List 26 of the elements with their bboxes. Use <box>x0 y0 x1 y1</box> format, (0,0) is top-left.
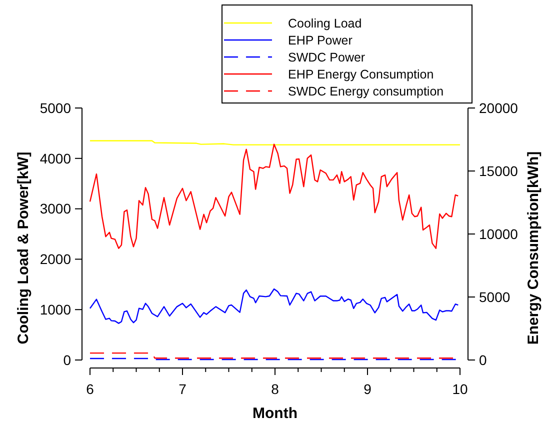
x-axis-title: Month <box>252 405 298 422</box>
y2-tick-label: 5000 <box>479 288 510 305</box>
y2-tick-label: 0 <box>479 352 487 368</box>
y-tick-label: 1000 <box>40 302 72 318</box>
y2-tick-label: 10000 <box>479 226 518 242</box>
x-tick-label: 10 <box>452 381 468 397</box>
legend-label: SWDC Power <box>288 50 366 64</box>
y2-axis-title: Energy Consumption[kWh] <box>525 151 542 345</box>
x-tick-label: 7 <box>178 381 187 397</box>
y-tick-label: 3000 <box>40 200 72 217</box>
y-tick-label: 0 <box>63 352 72 368</box>
legend-label: SWDC Energy consumption <box>288 84 444 98</box>
x-tick-label: 6 <box>86 381 94 397</box>
y-tick-label: 4000 <box>40 150 72 166</box>
y2-tick-label: 15000 <box>479 162 518 179</box>
y-tick-label: 2000 <box>40 251 72 268</box>
legend-label: EHP Power <box>288 33 352 48</box>
y2-tick-label: 20000 <box>479 100 518 116</box>
line-series <box>89 144 459 249</box>
legend-label: Cooling Load <box>288 16 362 30</box>
line-series <box>89 288 459 324</box>
y-axis-title: Cooling Load & Power[kW] <box>15 152 32 344</box>
y-tick-label: 5000 <box>40 100 72 116</box>
legend-label: EHP Energy Consumption <box>288 67 434 82</box>
x-tick-label: 8 <box>271 381 280 397</box>
x-tick-label: 9 <box>364 381 372 397</box>
